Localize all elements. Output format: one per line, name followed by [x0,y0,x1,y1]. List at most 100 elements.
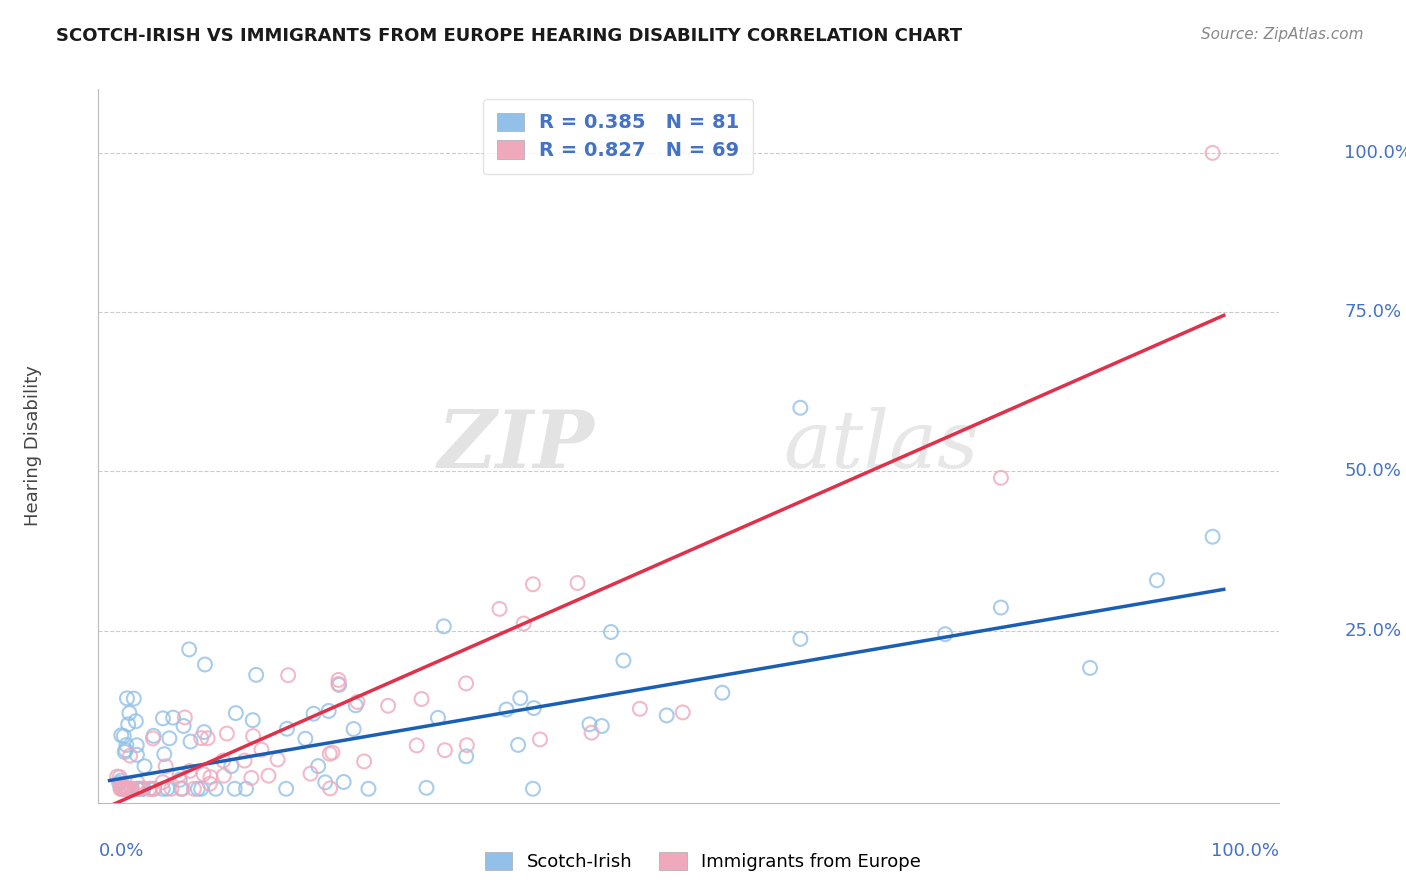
Point [117,781,139,796]
Point [127,781,149,796]
Point [245,668,267,682]
Point [318,704,340,718]
Point [591,719,613,733]
Point [156,781,179,796]
Point [169,772,191,787]
Point [204,781,226,796]
Point [179,642,201,657]
Point [110,780,132,794]
Point [299,766,322,780]
Point [328,677,350,691]
Text: Source: ZipAtlas.com: Source: ZipAtlas.com [1201,27,1364,42]
Point [190,731,212,745]
Point [257,769,280,783]
Point [307,759,329,773]
Point [179,764,201,778]
Point [277,668,299,682]
Point [115,781,138,796]
Point [456,749,478,764]
Point [143,781,166,796]
Point [125,738,148,752]
Point [276,722,298,736]
Point [600,625,623,640]
Text: 50.0%: 50.0% [1344,462,1402,481]
Point [221,759,243,773]
Point [276,781,298,796]
Text: 100.0%: 100.0% [1212,842,1279,860]
Text: SCOTCH-IRISH VS IMMIGRANTS FROM EUROPE HEARING DISABILITY CORRELATION CHART: SCOTCH-IRISH VS IMMIGRANTS FROM EUROPE H… [56,27,962,45]
Point [328,673,350,687]
Point [990,471,1012,485]
Point [433,743,456,757]
Point [120,748,142,763]
Point [114,745,136,759]
Point [302,706,325,721]
Point [131,781,153,796]
Point [110,728,132,742]
Point [127,781,149,796]
Point [118,706,141,720]
Point [108,770,131,784]
Point [789,401,811,415]
Point [117,781,139,796]
Point [160,781,183,796]
Point [173,710,195,724]
Point [294,731,316,746]
Point [198,777,221,791]
Point [672,706,695,720]
Point [142,731,165,746]
Point [328,678,350,692]
Point [170,781,193,796]
Point [114,743,136,757]
Point [332,775,354,789]
Point [131,781,153,796]
Point [415,780,437,795]
Point [242,729,264,743]
Point [152,781,174,796]
Point [115,738,138,752]
Point [1201,530,1223,544]
Point [142,729,165,743]
Point [343,722,366,736]
Point [193,767,215,781]
Legend: R = 0.385   N = 81, R = 0.827   N = 69: R = 0.385 N = 81, R = 0.827 N = 69 [482,99,754,174]
Point [212,768,235,782]
Text: ZIP: ZIP [437,408,595,484]
Point [934,627,956,641]
Point [190,781,212,796]
Point [456,738,478,752]
Point [180,734,202,748]
Point [250,742,273,756]
Point [110,773,132,788]
Point [346,695,368,709]
Point [111,781,134,796]
Point [200,770,222,784]
Point [152,775,174,789]
Point [612,653,634,667]
Point [628,702,651,716]
Point [1078,661,1101,675]
Point [112,780,135,795]
Point [127,775,149,789]
Point [114,781,136,796]
Point [711,686,734,700]
Point [789,632,811,646]
Point [225,706,247,720]
Text: 75.0%: 75.0% [1344,303,1402,321]
Legend: Scotch-Irish, Immigrants from Europe: Scotch-Irish, Immigrants from Europe [478,845,928,879]
Point [112,729,135,743]
Point [319,781,342,796]
Point [1146,574,1168,588]
Text: Hearing Disability: Hearing Disability [24,366,42,526]
Point [155,759,177,773]
Point [529,732,551,747]
Point [183,781,205,796]
Point [508,738,530,752]
Point [172,781,194,796]
Point [578,717,600,731]
Point [377,698,399,713]
Point [433,619,456,633]
Point [215,726,238,740]
Point [235,781,257,796]
Point [488,602,510,616]
